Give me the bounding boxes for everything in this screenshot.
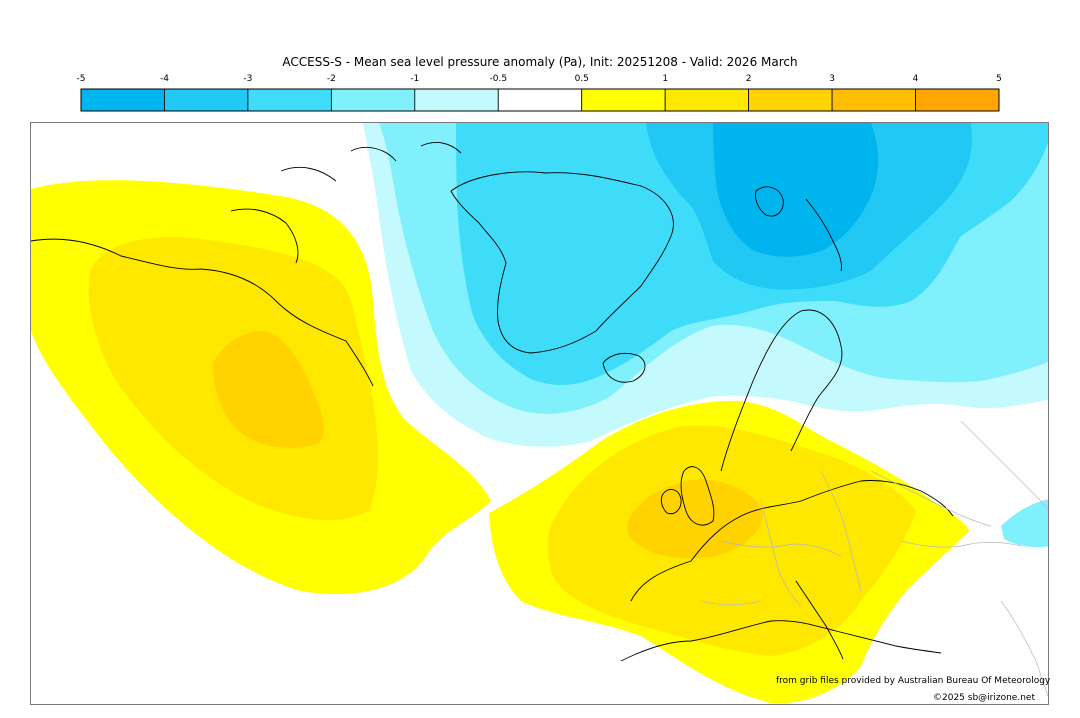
data-source-credit: from grib files provided by Australian B… bbox=[776, 676, 1051, 686]
coastline-iceland bbox=[602, 352, 646, 383]
anomaly-area-minus0.5-minus1 bbox=[1001, 499, 1048, 548]
colorbar-tick-label: -2 bbox=[327, 74, 336, 84]
colorbar-swatch bbox=[581, 88, 666, 112]
coastline-ireland bbox=[660, 488, 682, 515]
colorbar-swatch bbox=[414, 88, 499, 112]
map-frame bbox=[30, 122, 1049, 705]
copyright-credit: ©2025 sb@irizone.net bbox=[933, 693, 1035, 703]
colorbar-swatch bbox=[330, 88, 416, 112]
coastline-mediterranean bbox=[620, 620, 942, 662]
colorbar-tick-label: -5 bbox=[77, 74, 86, 84]
colorbar-swatch bbox=[80, 88, 165, 112]
colorbar-tick-label: -1 bbox=[410, 74, 419, 84]
anomaly-area-minus4-minus5 bbox=[713, 123, 879, 257]
colorbar-tick-label: 2 bbox=[746, 74, 752, 84]
coastline-svalbard bbox=[755, 186, 784, 217]
colorbar-swatch bbox=[915, 88, 1000, 112]
coastline-greenland bbox=[450, 171, 674, 354]
coastline-north-america bbox=[31, 238, 374, 387]
anomaly-area-2-3 bbox=[213, 331, 324, 448]
colorbar-swatch bbox=[164, 88, 249, 112]
coastline-scandinavia bbox=[720, 309, 843, 472]
colorbar-swatch bbox=[247, 88, 332, 112]
colorbar-legend: -5 -4 -3 -2 -1 -0.5 0.5 1 2 3 4 5 bbox=[77, 74, 1002, 112]
colorbar-tick-labels: -5 -4 -3 -2 -1 -0.5 0.5 1 2 3 4 5 bbox=[77, 74, 1002, 84]
colorbar-tick-label: -3 bbox=[243, 74, 252, 84]
coastline-arctic-islands bbox=[280, 142, 462, 182]
coastline-uk bbox=[680, 466, 715, 526]
negative-anomaly-east bbox=[1001, 499, 1048, 548]
coastline-hudson-bay bbox=[230, 208, 299, 264]
positive-anomaly-europe bbox=[489, 400, 969, 704]
colorbar-tick-label: -0.5 bbox=[489, 74, 507, 84]
coastlines bbox=[31, 142, 954, 662]
colorbar-swatch bbox=[748, 88, 833, 112]
colorbar-frame bbox=[80, 88, 1000, 112]
colorbar-tick-label: 3 bbox=[829, 74, 835, 84]
colorbar-swatch bbox=[664, 88, 750, 112]
colorbar-swatch bbox=[497, 88, 583, 112]
chart-title: ACCESS-S - Mean sea level pressure anoma… bbox=[282, 55, 798, 69]
coastline-novaya-zemlya bbox=[805, 198, 842, 272]
colorbar-tick-label: 4 bbox=[913, 74, 919, 84]
colorbar-tick-label: -4 bbox=[160, 74, 169, 84]
colorbar-tick-label: 1 bbox=[662, 74, 668, 84]
negative-anomaly-arctic bbox=[363, 123, 1048, 447]
positive-anomaly-north-america bbox=[31, 180, 491, 595]
colorbar-tick-label: 5 bbox=[996, 74, 1002, 84]
colorbar-swatches bbox=[80, 88, 1000, 112]
colorbar-tick-label: 0.5 bbox=[575, 74, 589, 84]
coastline-italy bbox=[795, 580, 844, 660]
colorbar-swatch bbox=[831, 88, 916, 112]
country-borders bbox=[700, 420, 1048, 697]
coastline-europe bbox=[630, 480, 954, 602]
pressure-anomaly-map bbox=[31, 123, 1048, 704]
